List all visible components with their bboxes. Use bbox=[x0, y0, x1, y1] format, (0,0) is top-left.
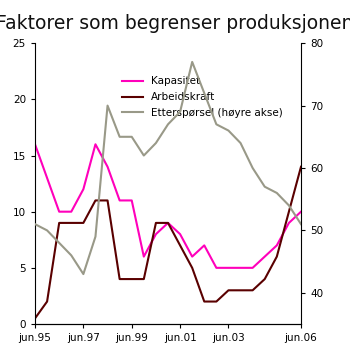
Arbeidskraft bbox=[226, 288, 231, 292]
Kapasitet bbox=[45, 176, 49, 180]
Arbeidskraft bbox=[262, 277, 267, 281]
Kapasitet bbox=[57, 210, 61, 214]
Etterspørsel (høyre akse) bbox=[214, 122, 218, 126]
Arbeidskraft bbox=[45, 300, 49, 304]
Etterspørsel (høyre akse) bbox=[57, 241, 61, 245]
Arbeidskraft bbox=[251, 288, 255, 292]
Etterspørsel (høyre akse) bbox=[93, 234, 98, 239]
Kapasitet bbox=[251, 266, 255, 270]
Arbeidskraft bbox=[130, 277, 134, 281]
Kapasitet bbox=[226, 266, 231, 270]
Arbeidskraft bbox=[154, 221, 158, 225]
Etterspørsel (høyre akse) bbox=[238, 141, 243, 145]
Arbeidskraft bbox=[299, 165, 303, 169]
Arbeidskraft bbox=[81, 221, 85, 225]
Kapasitet bbox=[287, 221, 291, 225]
Arbeidskraft bbox=[142, 277, 146, 281]
Etterspørsel (høyre akse) bbox=[142, 153, 146, 158]
Arbeidskraft bbox=[105, 198, 110, 203]
Arbeidskraft bbox=[287, 210, 291, 214]
Line: Etterspørsel (høyre akse): Etterspørsel (høyre akse) bbox=[35, 62, 301, 274]
Kapasitet bbox=[130, 198, 134, 203]
Line: Arbeidskraft: Arbeidskraft bbox=[35, 167, 301, 318]
Kapasitet bbox=[105, 165, 110, 169]
Kapasitet bbox=[154, 232, 158, 236]
Arbeidskraft bbox=[214, 300, 218, 304]
Arbeidskraft bbox=[202, 300, 206, 304]
Kapasitet bbox=[33, 142, 37, 147]
Etterspørsel (høyre akse) bbox=[33, 222, 37, 226]
Kapasitet bbox=[275, 243, 279, 248]
Kapasitet bbox=[81, 187, 85, 192]
Text: Faktorer som begrenser produksjonen: Faktorer som begrenser produksjonen bbox=[0, 14, 350, 33]
Kapasitet bbox=[262, 255, 267, 259]
Etterspørsel (høyre akse) bbox=[178, 110, 182, 114]
Etterspørsel (høyre akse) bbox=[69, 253, 73, 257]
Kapasitet bbox=[299, 210, 303, 214]
Etterspørsel (høyre akse) bbox=[262, 185, 267, 189]
Etterspørsel (høyre akse) bbox=[130, 135, 134, 139]
Kapasitet bbox=[93, 142, 98, 147]
Etterspørsel (høyre akse) bbox=[81, 272, 85, 276]
Arbeidskraft bbox=[275, 255, 279, 259]
Etterspørsel (høyre akse) bbox=[118, 135, 122, 139]
Arbeidskraft bbox=[118, 277, 122, 281]
Kapasitet bbox=[238, 266, 243, 270]
Arbeidskraft bbox=[190, 266, 194, 270]
Legend: Kapasitet, Arbeidskraft, Etterspørsel (høyre akse): Kapasitet, Arbeidskraft, Etterspørsel (h… bbox=[122, 76, 283, 118]
Etterspørsel (høyre akse) bbox=[45, 228, 49, 233]
Arbeidskraft bbox=[238, 288, 243, 292]
Kapasitet bbox=[142, 255, 146, 259]
Kapasitet bbox=[166, 221, 170, 225]
Etterspørsel (høyre akse) bbox=[166, 122, 170, 126]
Arbeidskraft bbox=[93, 198, 98, 203]
Etterspørsel (høyre akse) bbox=[287, 203, 291, 208]
Etterspørsel (høyre akse) bbox=[105, 103, 110, 108]
Etterspørsel (høyre akse) bbox=[299, 222, 303, 226]
Etterspørsel (høyre akse) bbox=[190, 60, 194, 64]
Kapasitet bbox=[214, 266, 218, 270]
Etterspørsel (høyre akse) bbox=[275, 191, 279, 195]
Kapasitet bbox=[69, 210, 73, 214]
Line: Kapasitet: Kapasitet bbox=[35, 144, 301, 268]
Etterspørsel (høyre akse) bbox=[202, 91, 206, 95]
Kapasitet bbox=[118, 198, 122, 203]
Arbeidskraft bbox=[178, 243, 182, 248]
Kapasitet bbox=[190, 255, 194, 259]
Etterspørsel (høyre akse) bbox=[226, 129, 231, 133]
Arbeidskraft bbox=[166, 221, 170, 225]
Arbeidskraft bbox=[33, 316, 37, 320]
Etterspørsel (høyre akse) bbox=[251, 166, 255, 170]
Arbeidskraft bbox=[57, 221, 61, 225]
Etterspørsel (høyre akse) bbox=[154, 141, 158, 145]
Arbeidskraft bbox=[69, 221, 73, 225]
Kapasitet bbox=[178, 232, 182, 236]
Kapasitet bbox=[202, 243, 206, 248]
